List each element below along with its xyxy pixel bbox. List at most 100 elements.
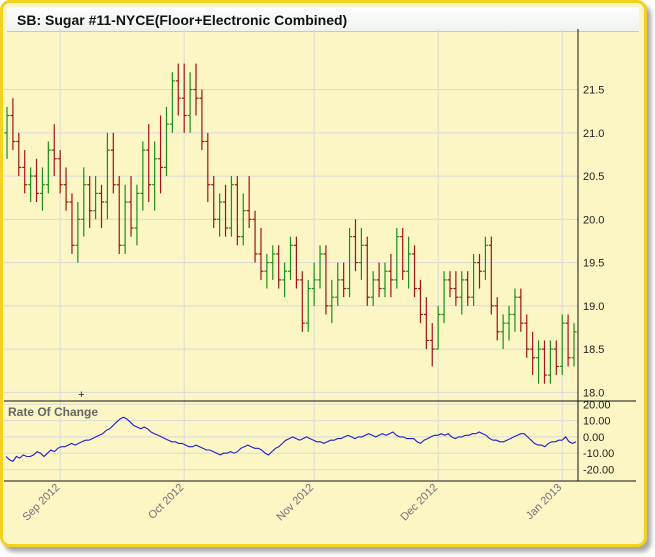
ohlc-bar (465, 271, 471, 306)
ohlc-bar (16, 132, 22, 177)
price-y-tick-label: 19.5 (583, 258, 604, 270)
ohlc-bar (99, 184, 104, 228)
ohlc-bar (524, 314, 530, 358)
ohlc-bar (34, 158, 40, 203)
ohlc-bar (264, 253, 270, 289)
roc-y-tick-label: 0.00 (583, 432, 604, 444)
ohlc-bar (435, 305, 441, 350)
ohlc-bar (406, 236, 412, 289)
roc-y-tick-label: -10.00 (583, 448, 614, 460)
ohlc-bar (311, 262, 317, 306)
ohlc-bar (217, 193, 223, 237)
ohlc-bar (205, 132, 211, 203)
price-y-tick-label: 21.5 (583, 85, 604, 97)
ohlc-bar (169, 72, 175, 133)
ohlc-bar (494, 297, 500, 341)
ohlc-bar (370, 271, 376, 306)
price-y-axis: 18.0 18.5 19.0 19.5 20.0 20.5 21.0 21.5 (583, 85, 604, 400)
x-tick-label: Nov 2012 (274, 482, 316, 524)
ohlc-bar (299, 271, 305, 332)
ohlc-bar (506, 305, 512, 341)
price-bars (4, 63, 577, 384)
x-tick-label: Sep 2012 (20, 482, 62, 524)
ohlc-bar (293, 236, 299, 289)
ohlc-bar (223, 184, 229, 237)
ohlc-bar (571, 323, 577, 367)
panel-borders (4, 29, 636, 482)
ohlc-bar (240, 193, 246, 246)
ohlc-bar (45, 141, 51, 194)
ohlc-bar (341, 262, 347, 298)
price-y-tick-label: 20.5 (583, 171, 604, 183)
ohlc-bar (559, 314, 565, 376)
ohlc-bar (518, 288, 524, 332)
ohlc-bar (482, 236, 488, 280)
ohlc-bar (258, 227, 264, 280)
price-y-tick-label: 20.0 (583, 214, 604, 226)
ohlc-bar (382, 262, 388, 298)
ohlc-bar (388, 253, 394, 298)
ohlc-bar (459, 271, 465, 315)
ohlc-bar (335, 262, 341, 306)
ohlc-bar (394, 227, 400, 289)
roc-y-axis: 20.00 10.00 0.00 -10.00 -20.00 (583, 399, 614, 476)
ohlc-bar (104, 132, 110, 220)
ohlc-bar (364, 236, 370, 306)
price-y-tick-label: 18.5 (583, 344, 604, 356)
ohlc-bar (565, 314, 571, 367)
ohlc-bar (441, 271, 447, 324)
x-tick-label: Oct 2012 (146, 482, 186, 522)
x-tick-label: Jan 2013 (524, 482, 564, 522)
ohlc-bar (329, 279, 335, 324)
ohlc-bar (110, 132, 116, 194)
roc-line (5, 416, 577, 463)
ohlc-bar (116, 176, 122, 254)
ohlc-bar (57, 150, 63, 194)
ohlc-bar (175, 63, 181, 116)
ohlc-bar (69, 193, 75, 254)
chart-frame: SB: Sugar #11-NYCE(Floor+Electronic Comb… (0, 0, 647, 547)
ohlc-bar (453, 271, 459, 306)
ohlc-bar (158, 115, 164, 194)
ohlc-bar (93, 176, 99, 220)
ohlc-bar (28, 167, 34, 203)
ohlc-bar (447, 271, 453, 298)
ohlc-bar (152, 141, 158, 211)
ohlc-bar (376, 262, 382, 298)
ohlc-bar (128, 176, 134, 237)
ohlc-bar (122, 184, 128, 254)
ohlc-bar (423, 297, 429, 350)
ohlc-bar (10, 98, 16, 151)
ohlc-bar (288, 236, 293, 280)
ohlc-bar (429, 323, 435, 367)
ohlc-bar (193, 63, 199, 116)
ohlc-bar (512, 288, 518, 332)
ohlc-bar (140, 141, 146, 211)
ohlc-bar (536, 340, 542, 384)
ohlc-bar (252, 210, 258, 263)
x-tick-label: Dec 2012 (398, 482, 440, 524)
roc-series (5, 416, 577, 463)
ohlc-bar (417, 279, 423, 324)
ohlc-bar (228, 176, 234, 237)
x-axis: Sep 2012 Oct 2012 Nov 2012 Dec 2012 Jan 2013 (20, 482, 564, 524)
ohlc-bar (323, 245, 329, 315)
ohlc-bar (187, 72, 193, 133)
ohlc-bar (500, 314, 506, 350)
ohlc-bar (4, 106, 10, 159)
roc-y-tick-label: -20.00 (583, 465, 614, 477)
ohlc-bar (134, 184, 140, 246)
ohlc-bar (477, 253, 482, 289)
ohlc-bar (305, 279, 311, 332)
ohlc-bar (181, 63, 187, 133)
ohlc-bar (358, 227, 364, 280)
ohlc-bar (317, 245, 323, 289)
ohlc-bar (352, 219, 358, 272)
roc-y-tick-label: 20.00 (583, 399, 611, 411)
crosshair-cursor: + (78, 390, 85, 402)
ohlc-bar (412, 245, 418, 298)
title-bar: SB: Sugar #11-NYCE(Floor+Electronic Comb… (7, 7, 639, 32)
ohlc-bar (87, 176, 93, 228)
ohlc-bar (276, 245, 282, 289)
